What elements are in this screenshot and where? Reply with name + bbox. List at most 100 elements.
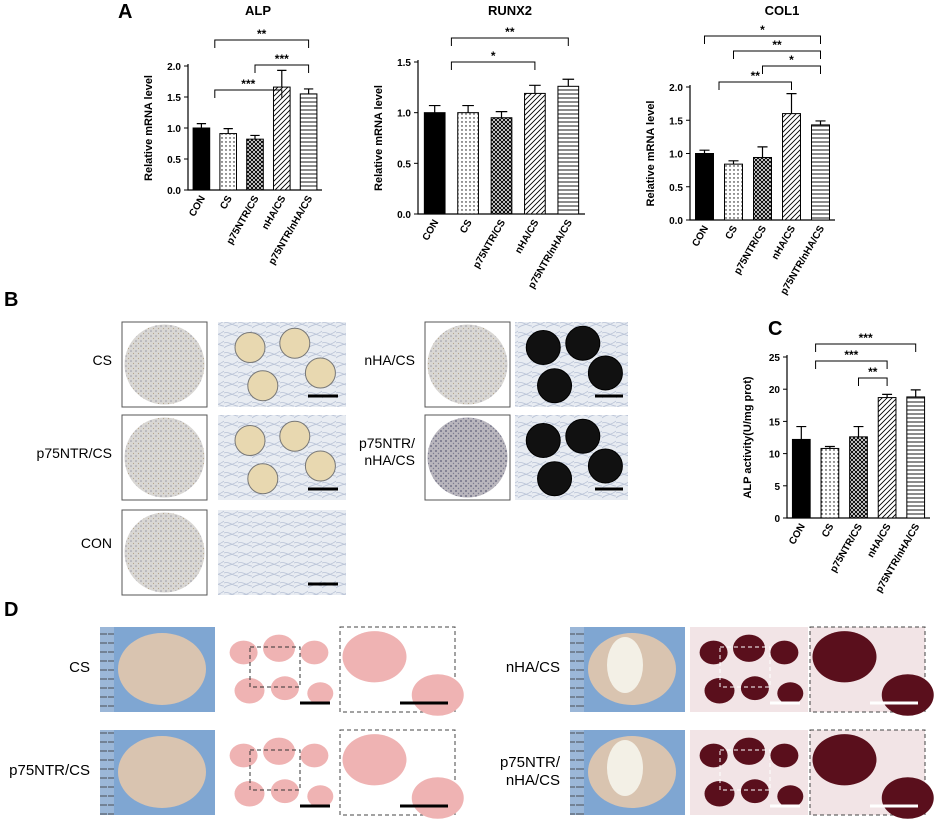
bar [423,112,446,215]
y-axis-label: Relative mRNA level [143,75,155,181]
panel-b-label: p75NTR/CS [37,445,112,461]
scaffold [565,325,601,361]
significance-bracket [718,81,792,90]
cell-section [263,634,295,662]
bar [877,397,897,519]
well-image [124,417,205,498]
significance-label: * [789,53,794,67]
y-tick-label: 5 [774,482,780,493]
x-tick-label: nHA/CS [866,522,894,560]
beads [607,740,643,796]
implant [118,736,206,808]
cell-section [270,676,299,701]
y-tick-label: 1.5 [669,116,683,127]
x-tick-label: nHA/CS [513,218,541,256]
well-image [124,324,205,405]
x-tick-label: nHA/CS [260,194,288,232]
y-axis-label: Relative mRNA level [373,85,385,191]
panel-label: C [768,318,782,340]
scaffold [304,357,336,389]
significance-label: *** [241,77,255,91]
cell-section [704,781,735,807]
scaffold [587,355,623,391]
significance-bracket [450,61,536,70]
bar [906,396,926,519]
y-tick-label: 1.0 [669,150,683,161]
ruler [570,627,584,712]
significance-bracket [815,360,888,369]
x-tick-label: CON [787,522,808,547]
scaffold [279,420,311,452]
significance-label: ** [868,365,878,379]
panel-b-label: CON [81,535,112,551]
cell-section [229,640,258,665]
y-tick-label: 10 [769,450,781,461]
y-tick-label: 1.0 [167,124,181,135]
significance-bracket [815,343,917,352]
error-bar [786,93,797,114]
cell-section [307,785,334,808]
y-tick-label: 0.5 [167,155,181,166]
y-tick-label: 25 [769,353,781,364]
cell-section [229,743,258,768]
ruler [570,730,584,815]
significance-bracket [254,64,310,73]
well-image [427,417,508,498]
scaffold [537,368,573,404]
significance-bracket [762,65,821,74]
ruler [100,730,114,815]
zoom-section [411,777,464,819]
y-tick-label: 2.0 [167,62,181,73]
bar [246,138,264,191]
zoom-section [812,734,877,786]
error-bar [529,84,541,94]
panel-d-label: p75NTR/CS [9,762,90,779]
cell-section [733,634,765,662]
error-bar [757,146,768,158]
x-tick-label: CS [724,224,741,242]
error-bar [428,104,441,113]
zoom-box [249,646,301,688]
significance-bracket [450,37,569,46]
x-tick-label: CON [690,224,711,249]
error-bar [815,120,826,125]
error-bar [462,104,474,113]
error-bar [250,134,260,140]
error-bar [824,445,835,449]
significance-bracket [733,50,821,59]
error-bar [796,425,807,440]
y-axis-label: ALP activity(U/mg prot) [742,376,754,498]
zoom-section [342,734,407,786]
panel-d-label: p75NTR/ [500,754,561,771]
y-tick-label: 0.5 [669,183,683,194]
cell-section [263,737,295,765]
scaffold [234,425,266,456]
y-axis-label: Relative mRNA level [645,101,657,207]
scaffold [234,332,266,363]
error-bar [910,389,921,397]
y-tick-label: 0.0 [167,186,181,197]
x-tick-label: CS [458,218,475,236]
scaffold [304,450,336,482]
scaffold [525,330,561,365]
significance-label: *** [844,348,858,362]
cell-section [777,682,804,705]
cell-section [300,743,329,768]
bar [724,163,743,221]
y-tick-label: 0.5 [397,159,411,170]
x-tick-label: CS [218,194,235,212]
significance-bracket [704,35,821,44]
ruler [100,627,114,712]
beads [607,637,643,693]
cell-section [234,678,265,704]
panel-d-label: nHA/CS [506,659,560,676]
bar [490,117,513,215]
bar [192,127,211,191]
chart-title: RUNX2 [488,3,532,18]
y-tick-label: 0.0 [397,210,411,221]
significance-label: ** [505,25,515,39]
significance-label: ** [772,38,782,52]
y-tick-label: 2.0 [669,83,683,94]
cell-section [740,676,769,701]
